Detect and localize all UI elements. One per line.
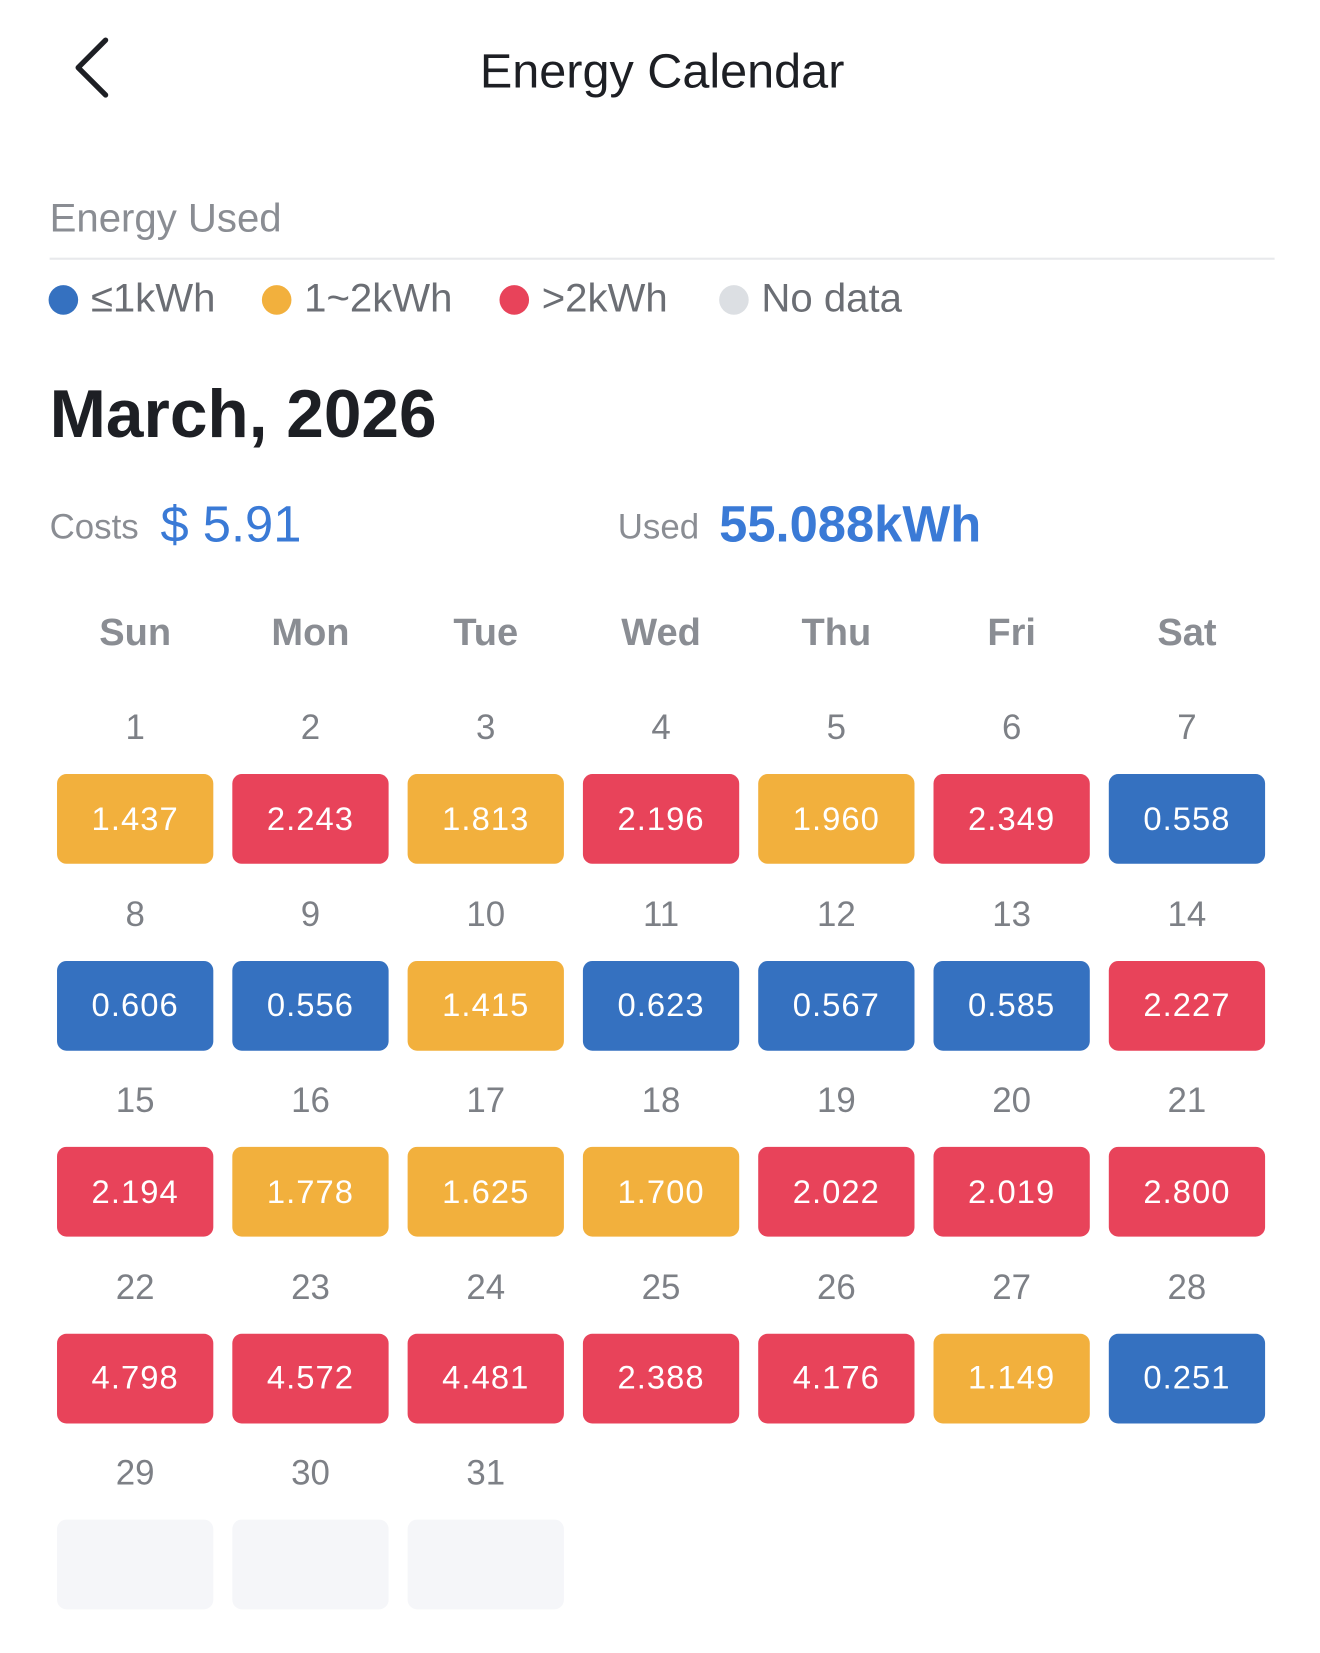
day-number: 19 xyxy=(816,1080,856,1120)
legend-label: >2kWh xyxy=(541,276,668,322)
day-cell: 0.251 xyxy=(1108,1333,1266,1423)
day-cell: 1.625 xyxy=(407,1146,564,1237)
day-cell: 4.176 xyxy=(758,1333,915,1423)
day-number: 1 xyxy=(125,707,145,747)
costs-label: Costs xyxy=(49,506,139,546)
day-cell xyxy=(407,1519,564,1610)
day-number: 21 xyxy=(1167,1080,1207,1120)
day-cell: 0.585 xyxy=(933,960,1090,1051)
day-cell: 2.194 xyxy=(57,1146,214,1237)
day-number: 20 xyxy=(992,1080,1032,1120)
day-number: 7 xyxy=(1177,707,1197,747)
weekday-label: Sun xyxy=(99,610,172,654)
day-number: 17 xyxy=(466,1080,506,1120)
used-label: Used xyxy=(617,506,700,546)
weekday-label: Tue xyxy=(453,610,519,654)
day-number: 29 xyxy=(115,1453,155,1493)
day-cell: 2.800 xyxy=(1108,1146,1266,1237)
weekday-label: Sat xyxy=(1157,610,1217,654)
day-number: 5 xyxy=(826,707,847,747)
back-button[interactable] xyxy=(65,34,118,102)
day-number: 12 xyxy=(816,893,856,933)
legend-dot xyxy=(719,284,749,315)
day-cell: 0.606 xyxy=(57,960,214,1051)
day-cell xyxy=(57,1519,214,1610)
month-title: March, 2026 xyxy=(49,375,437,452)
page-title: Energy Calendar xyxy=(479,43,845,99)
day-number: 6 xyxy=(1001,707,1022,747)
legend-item: ≤1kWh xyxy=(48,276,216,322)
day-cell: 2.022 xyxy=(758,1146,915,1237)
day-number: 13 xyxy=(992,893,1032,933)
day-cell: 2.227 xyxy=(1108,960,1266,1051)
day-number: 30 xyxy=(291,1453,330,1493)
section-label: Energy Used xyxy=(49,196,282,241)
used-value: 55.088kWh xyxy=(719,497,982,554)
day-cell: 0.558 xyxy=(1108,774,1266,864)
weekday-label: Fri xyxy=(987,610,1036,654)
legend-item: 1~2kWh xyxy=(261,276,453,322)
legend-label: ≤1kWh xyxy=(90,276,216,322)
day-number: 4 xyxy=(651,707,671,747)
day-cell: 1.813 xyxy=(407,774,564,864)
day-number: 25 xyxy=(641,1266,681,1306)
day-cell: 0.556 xyxy=(232,960,389,1051)
legend-item: No data xyxy=(719,277,902,322)
day-number: 14 xyxy=(1167,893,1207,933)
day-cell: 0.567 xyxy=(758,960,915,1051)
legend-dot xyxy=(499,284,530,315)
day-number: 23 xyxy=(291,1266,330,1306)
day-cell: 1.437 xyxy=(57,774,214,864)
day-number: 10 xyxy=(466,893,506,933)
day-cell: 1.700 xyxy=(582,1146,740,1237)
costs-value: $ 5.91 xyxy=(160,497,302,554)
day-number: 28 xyxy=(1167,1266,1207,1306)
day-number: 2 xyxy=(300,707,321,747)
day-cell: 2.349 xyxy=(933,774,1090,864)
legend-label: 1~2kWh xyxy=(304,276,453,322)
day-cell: 1.415 xyxy=(407,960,564,1051)
day-number: 31 xyxy=(466,1453,506,1493)
day-number: 8 xyxy=(125,893,145,933)
day-number: 26 xyxy=(816,1266,856,1306)
day-cell: 1.149 xyxy=(933,1333,1090,1423)
day-cell: 1.960 xyxy=(758,774,915,864)
divider xyxy=(49,257,1275,260)
day-cell: 0.623 xyxy=(582,960,740,1051)
day-number: 9 xyxy=(300,893,321,933)
day-number: 18 xyxy=(641,1080,681,1120)
day-cell: 1.778 xyxy=(232,1146,389,1237)
legend-dot xyxy=(261,284,292,315)
weekday-label: Wed xyxy=(621,610,701,654)
day-cell: 4.481 xyxy=(407,1333,564,1423)
weekday-label: Mon xyxy=(271,610,350,654)
day-cell: 4.798 xyxy=(57,1333,214,1423)
day-number: 15 xyxy=(115,1080,155,1120)
legend-item: >2kWh xyxy=(499,276,668,322)
day-cell: 2.019 xyxy=(933,1146,1090,1237)
day-cell: 2.196 xyxy=(582,774,740,864)
day-number: 22 xyxy=(115,1266,155,1306)
day-number: 3 xyxy=(476,707,496,747)
day-number: 27 xyxy=(992,1266,1032,1306)
legend-dot xyxy=(48,284,79,315)
day-cell: 2.388 xyxy=(582,1333,740,1423)
legend-label: No data xyxy=(761,276,902,322)
day-number: 16 xyxy=(291,1080,330,1120)
day-cell: 2.243 xyxy=(232,774,389,864)
day-number: 24 xyxy=(466,1266,506,1306)
weekday-label: Thu xyxy=(801,610,872,654)
day-cell: 4.572 xyxy=(232,1333,389,1423)
day-cell xyxy=(232,1519,389,1610)
day-number: 11 xyxy=(642,893,680,933)
